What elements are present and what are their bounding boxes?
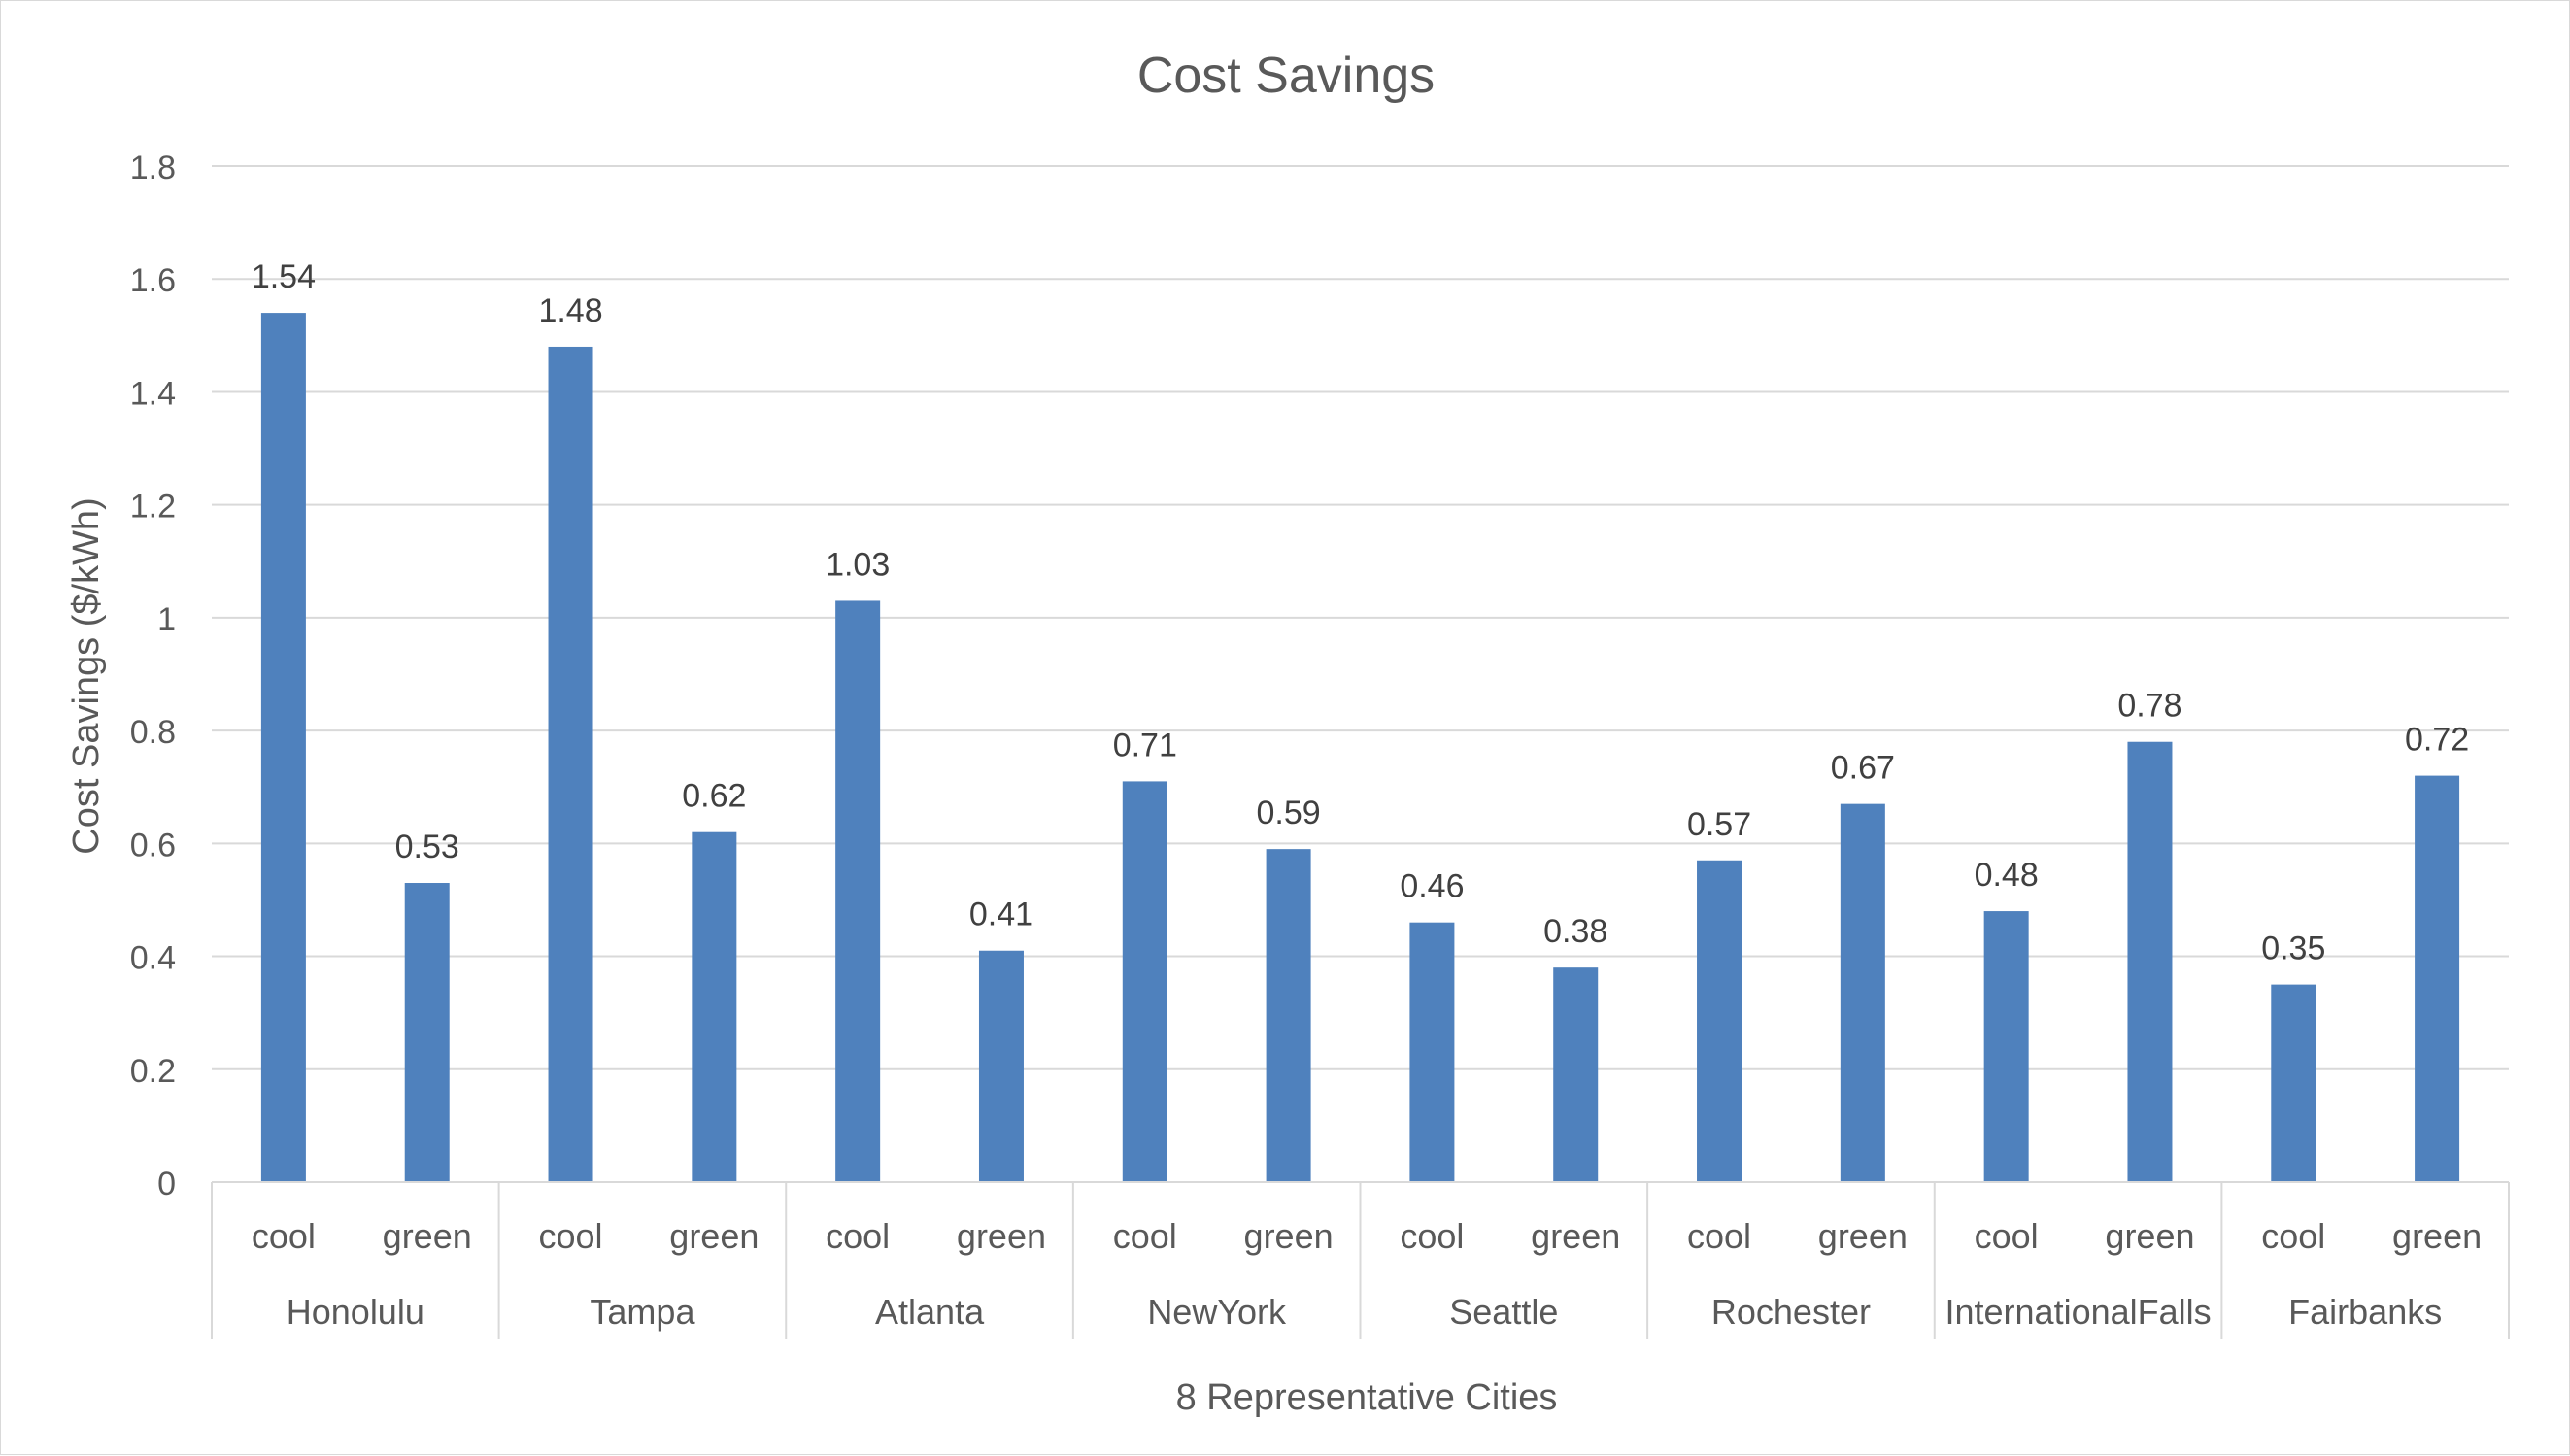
x-tick-label: cool (252, 1216, 316, 1256)
x-tick-label: green (383, 1216, 472, 1256)
x-tick-label: green (1244, 1216, 1334, 1256)
bar-internationalfalls-green (2127, 741, 2173, 1182)
x-tick-label: green (2392, 1216, 2482, 1256)
y-tick-label: 0.2 (130, 1053, 176, 1090)
bar-rochester-cool (1697, 860, 1742, 1182)
bar-rochester-green (1840, 803, 1885, 1182)
data-label: 0.41 (969, 897, 1033, 933)
grid-lines (212, 165, 2509, 1070)
data-label: 0.35 (2261, 931, 2325, 967)
city-label: NewYork (1147, 1292, 1287, 1332)
x-tick-label: cool (1400, 1216, 1464, 1256)
bar-honolulu-cool (260, 313, 306, 1183)
y-tick-label: 1.2 (130, 489, 176, 525)
bar-newyork-green (1266, 849, 1311, 1182)
data-label: 0.67 (1831, 750, 1895, 787)
bar-newyork-cool (1122, 781, 1167, 1182)
chart-title: Cost Savings (1137, 48, 1435, 104)
data-label: 0.48 (1975, 857, 2039, 894)
city-label: InternationalFalls (1944, 1292, 2211, 1332)
y-tick-label: 0.4 (130, 940, 176, 977)
bar-atlanta-cool (835, 600, 881, 1182)
x-tick-label: cool (1975, 1216, 2039, 1256)
bars: 1.54 0.53 1.48 0.62 1.03 0.41 0.71 0.59 0.46 0.38… (252, 258, 2469, 1183)
data-label: 1.03 (826, 546, 890, 583)
data-label: 0.38 (1543, 913, 1607, 950)
data-label: 0.53 (395, 829, 459, 865)
y-tick-label: 1.4 (130, 375, 176, 412)
y-tick-label: 0.6 (130, 827, 176, 863)
data-label: 0.78 (2117, 688, 2181, 725)
bar-seattle-green (1553, 967, 1599, 1182)
x-tick-label: green (2105, 1216, 2194, 1256)
x-tick-label: cool (539, 1216, 603, 1256)
axes: 0 0.2 0.4 0.6 0.8 1 1.2 1.4 1.6 1.8 cool green Honol… (130, 150, 2510, 1339)
bar-fairbanks-cool (2271, 984, 2316, 1182)
data-label: 0.57 (1687, 806, 1751, 843)
data-label: 1.48 (538, 292, 602, 329)
data-label: 0.71 (1113, 727, 1177, 763)
bar-internationalfalls-cool (1983, 911, 2029, 1182)
x-tick-label: green (957, 1216, 1046, 1256)
x-tick-label: green (669, 1216, 759, 1256)
bar-honolulu-green (404, 883, 450, 1182)
x-tick-label: cool (826, 1216, 890, 1256)
data-label: 0.62 (682, 778, 746, 815)
y-tick-label: 1.6 (130, 262, 176, 299)
x-tick-label: cool (1113, 1216, 1177, 1256)
x-tick-label: green (1531, 1216, 1620, 1256)
bar-tampa-green (692, 831, 737, 1182)
y-tick-label: 1 (157, 601, 176, 638)
y-tick-label: 0.8 (130, 714, 176, 751)
data-label: 0.59 (1257, 795, 1321, 831)
city-label: Tampa (590, 1292, 695, 1332)
y-tick-label: 1.8 (130, 150, 176, 186)
city-label: Atlanta (875, 1292, 985, 1332)
city-label: Rochester (1711, 1292, 1871, 1332)
city-label: Seattle (1449, 1292, 1558, 1332)
city-label: Honolulu (287, 1292, 424, 1332)
city-label: Fairbanks (2288, 1292, 2442, 1332)
bar-fairbanks-green (2415, 775, 2460, 1182)
bar-seattle-cool (1409, 922, 1455, 1182)
bar-atlanta-green (978, 950, 1024, 1182)
data-label: 0.46 (1400, 868, 1464, 905)
data-label: 1.54 (252, 258, 316, 295)
y-axis-title: Cost Savings ($/kWh) (66, 497, 107, 854)
data-label: 0.72 (2405, 722, 2469, 759)
bar-tampa-cool (548, 346, 593, 1182)
x-axis-title: 8 Representative Cities (1176, 1377, 1558, 1418)
x-tick-label: cool (2261, 1216, 2325, 1256)
y-tick-label: 0 (157, 1166, 176, 1202)
x-tick-label: green (1818, 1216, 1908, 1256)
x-tick-label: cool (1687, 1216, 1751, 1256)
